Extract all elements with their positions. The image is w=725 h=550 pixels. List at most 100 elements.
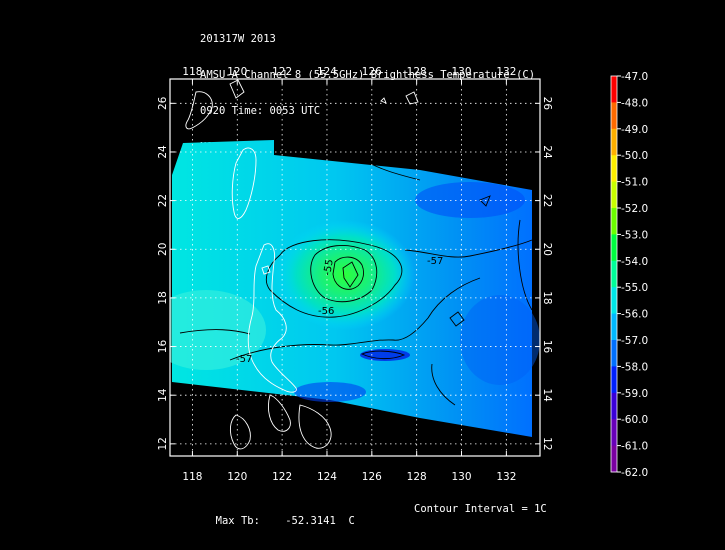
contour-label: -57 <box>236 354 252 365</box>
swath-cold-spot <box>360 349 410 361</box>
contour-label: -56 <box>318 306 334 317</box>
colorbar-segment <box>611 445 617 473</box>
colorbar-label: -55.0 <box>621 282 648 294</box>
lat-label-right: 24 <box>541 145 553 159</box>
colorbar-label: -49.0 <box>621 124 648 136</box>
lat-label-left: 26 <box>157 96 169 110</box>
colorbar-segment <box>611 366 617 394</box>
colorbar-segment <box>611 208 617 235</box>
colorbar-label: -51.0 <box>621 177 648 189</box>
colorbar-label: -56.0 <box>621 309 648 321</box>
lat-label-right: 20 <box>541 243 553 256</box>
colorbar-segment <box>611 260 617 288</box>
contour-lines <box>179 149 533 406</box>
lat-label-right: 22 <box>541 194 553 207</box>
title-storm-id: 201317W 2013 <box>200 33 276 45</box>
contour-label: -55 <box>322 259 336 277</box>
colorbar-segment <box>611 155 617 183</box>
colorbar-segment <box>611 102 617 130</box>
brightness-temperature-swath <box>170 140 540 437</box>
lon-label-top: 126 <box>362 66 382 78</box>
luzon-coastline <box>247 243 297 393</box>
colorbar-label: -47.0 <box>621 71 648 83</box>
island-coastline <box>261 265 271 275</box>
colorbar-label: -57.0 <box>621 335 648 347</box>
china-coast-coastline <box>185 91 213 130</box>
contour-label: -57 <box>427 256 443 267</box>
colorbar-label: -48.0 <box>621 97 648 109</box>
island-coastline <box>298 404 332 449</box>
colorbar-label: -59.0 <box>621 388 648 400</box>
max-tb-unit: C <box>348 515 355 527</box>
lat-label-right: 16 <box>541 340 553 354</box>
lat-label-right: 12 <box>541 437 553 450</box>
colorbar-segment <box>611 392 617 420</box>
island-coastline <box>229 414 251 450</box>
lat-label-right: 26 <box>541 97 553 111</box>
taiwan-coastline <box>231 147 257 219</box>
colorbar-segment <box>611 76 617 103</box>
swath-cold-region <box>294 382 366 402</box>
lon-label-bottom: 132 <box>496 471 516 483</box>
colorbar-segment <box>611 287 617 315</box>
island-coastline <box>267 394 291 432</box>
lat-label-right: 14 <box>541 389 553 403</box>
lon-label-bottom: 124 <box>317 471 337 483</box>
lon-label-bottom: 120 <box>227 471 247 483</box>
colorbar-segment <box>611 340 617 367</box>
colorbar-label: -62.0 <box>621 467 648 479</box>
contour-labels: -55 -56 -57 -57 <box>236 256 443 365</box>
lat-label-left: 20 <box>157 243 169 256</box>
colorbar: -47.0 -48.0 -49.0 -50.0 -51.0 -52.0 -53.0 -54.0… <box>610 71 648 479</box>
colorbar-border <box>610 75 618 473</box>
colorbar-segment <box>611 128 617 156</box>
map-frame <box>169 78 541 457</box>
max-tb-readout: Max Tb: -52.3141 C <box>203 503 355 527</box>
lon-label-bottom: 122 <box>272 471 292 483</box>
lat-label-left: 24 <box>157 145 169 159</box>
warm-core <box>275 220 415 330</box>
axis-tick-labels: 118 118 120 120 122 122 124 124 126 126 128 128 130 1… <box>157 66 553 483</box>
lon-label-top: 132 <box>496 66 516 78</box>
title-product: AMSU-A Channel 8 (55.5GHz) Brightness Te… <box>200 69 536 81</box>
lat-label-right: 18 <box>541 291 553 304</box>
lon-label-bottom: 128 <box>407 471 427 483</box>
colorbar-label: -60.0 <box>621 414 648 426</box>
max-tb-value: -52.3141 <box>285 515 336 527</box>
lon-label-top: 120 <box>227 66 247 78</box>
lon-label-bottom: 118 <box>182 471 202 483</box>
island-coastline <box>380 97 387 104</box>
swath-cold-region <box>460 295 540 385</box>
colorbar-segment <box>611 234 617 262</box>
island-coastline <box>405 91 419 105</box>
lat-label-left: 16 <box>157 340 169 354</box>
lon-label-top: 124 <box>317 66 337 78</box>
lon-label-top: 118 <box>182 66 202 78</box>
colorbar-label: -58.0 <box>621 361 648 373</box>
lat-label-left: 22 <box>157 194 169 207</box>
lat-lon-grid <box>170 79 540 456</box>
max-tb-label: Max Tb: <box>215 515 260 527</box>
lat-label-left: 12 <box>157 437 169 450</box>
lon-label-bottom: 130 <box>451 471 471 483</box>
contour-interval: Contour Interval = 1C <box>414 503 547 515</box>
colorbar-label: -54.0 <box>621 256 648 268</box>
colorbar-label: -52.0 <box>621 203 648 215</box>
colorbar-label: -53.0 <box>621 229 648 241</box>
colorbar-segment <box>611 181 617 209</box>
title-time: 0920 Time: 0053 UTC <box>200 105 321 117</box>
colorbar-segment <box>611 313 617 341</box>
colorbar-label: -61.0 <box>621 441 648 453</box>
colorbar-segment <box>611 419 617 447</box>
lat-label-left: 18 <box>157 291 169 304</box>
lon-label-top: 122 <box>272 66 292 78</box>
colorbar-label: -50.0 <box>621 150 648 162</box>
lon-label-top: 130 <box>451 66 471 78</box>
lat-label-left: 14 <box>157 388 169 402</box>
lon-label-bottom: 126 <box>362 471 382 483</box>
lon-label-top: 128 <box>407 66 427 78</box>
swath-cold-region <box>415 182 525 218</box>
island-coastline <box>229 79 245 99</box>
coastlines <box>185 79 419 450</box>
